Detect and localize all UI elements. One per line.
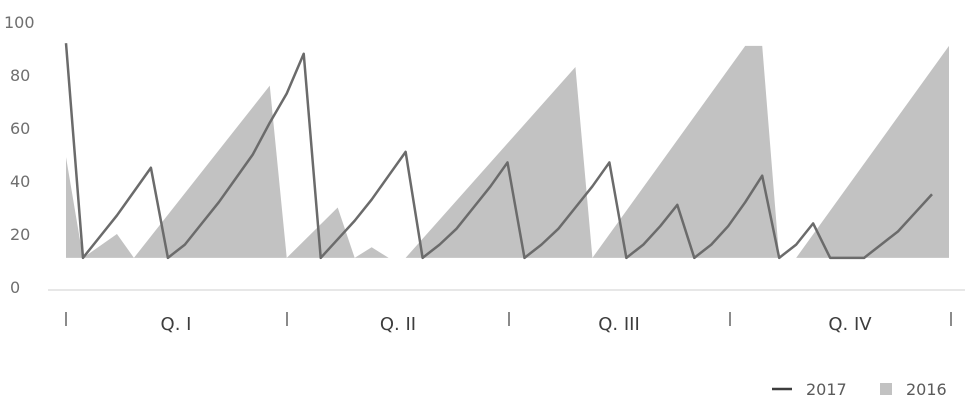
- y-tick-label: 20: [10, 225, 30, 244]
- y-tick-label: 100: [4, 13, 35, 32]
- x-category-label: Q. III: [598, 314, 640, 335]
- series-2016-area: [66, 45, 949, 258]
- y-tick-label: 40: [10, 172, 30, 191]
- y-axis: 0 20 40 60 80 100: [4, 13, 35, 297]
- legend-label-2016: 2016: [906, 380, 947, 396]
- legend-label-2017: 2017: [806, 380, 847, 396]
- plot-area: [64, 43, 949, 260]
- y-tick-label: 60: [10, 119, 30, 138]
- legend: 2017 2016: [772, 380, 947, 396]
- x-category-label: Q. IV: [828, 314, 872, 335]
- legend-swatch-2016: [880, 383, 892, 395]
- x-axis: Q. I Q. II Q. III Q. IV: [65, 312, 952, 335]
- y-tick-label: 0: [10, 278, 20, 297]
- x-category-label: Q. II: [380, 314, 416, 335]
- y-tick-label: 80: [10, 66, 30, 85]
- x-category-label: Q. I: [161, 314, 192, 335]
- series-2017-line: [64, 43, 933, 260]
